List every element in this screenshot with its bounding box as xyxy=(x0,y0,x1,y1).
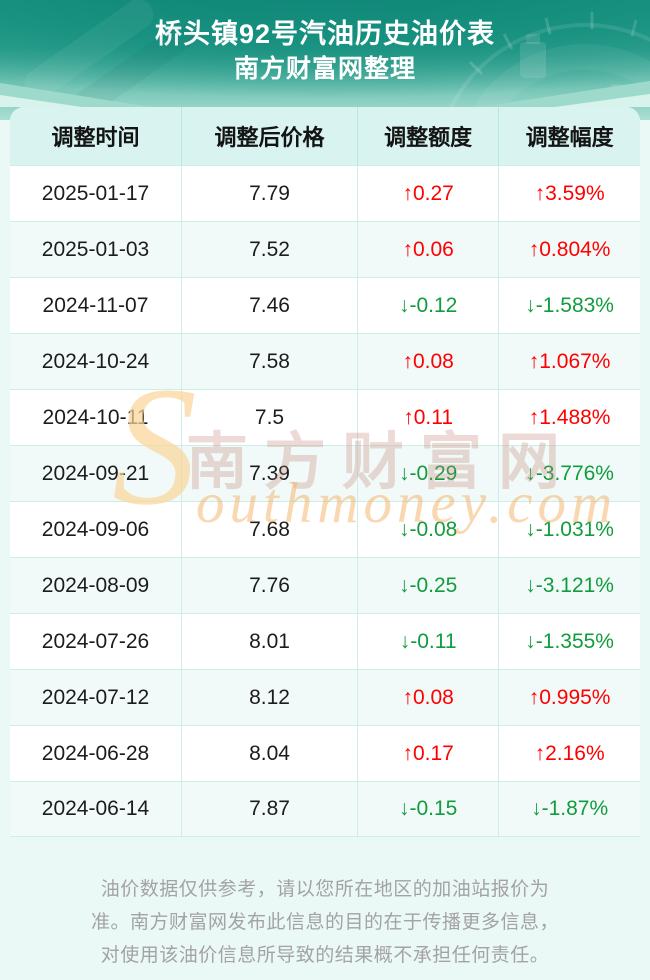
page-subtitle: 南方财富网整理 xyxy=(233,55,416,83)
date-cell: 2024-08-09 xyxy=(10,557,182,613)
date-cell: 2024-09-21 xyxy=(10,445,182,501)
change-cell: ↓-0.11 xyxy=(358,613,500,669)
pct-cell: ↓-1.87% xyxy=(499,781,640,837)
price-cell: 7.52 xyxy=(181,221,359,277)
column-header-adjust-amount: 调整额度 xyxy=(358,107,500,165)
table-row: 2024-07-12 8.12 ↑0.08 ↑0.995% xyxy=(10,669,640,725)
table-row: 2024-10-11 7.5 ↑0.11 ↑1.488% xyxy=(10,389,640,445)
change-cell: ↑0.08 xyxy=(358,333,500,389)
pct-cell: ↑3.59% xyxy=(499,165,640,221)
table-row: 2025-01-03 7.52 ↑0.06 ↑0.804% xyxy=(10,221,640,277)
change-cell: ↑0.06 xyxy=(358,221,500,277)
table-row: 2025-01-17 7.79 ↑0.27 ↑3.59% xyxy=(10,165,640,221)
date-cell: 2024-06-28 xyxy=(10,725,182,781)
table-row: 2024-09-06 7.68 ↓-0.08 ↓-1.031% xyxy=(10,501,640,557)
change-cell: ↓-0.29 xyxy=(358,445,500,501)
table-header-row: 调整时间 调整后价格 调整额度 调整幅度 xyxy=(10,107,640,165)
footer-disclaimer: 油价数据仅供参考，请以您所在地区的加油站报价为 准。南方财富网发布此信息的目的在… xyxy=(0,873,650,972)
price-cell: 8.01 xyxy=(181,613,359,669)
date-cell: 2024-10-24 xyxy=(10,333,182,389)
table-body: 2025-01-17 7.79 ↑0.27 ↑3.59% 2025-01-03 7.52 ↑… xyxy=(10,165,640,837)
change-cell: ↓-0.15 xyxy=(358,781,500,837)
disclaimer-line-3: 对使用该油价信息所导致的结果概不承担任何责任。 xyxy=(100,945,550,966)
date-cell: 2024-07-12 xyxy=(10,669,182,725)
price-table: 调整时间 调整后价格 调整额度 调整幅度 2025-01-17 7.79 ↑0.27… xyxy=(10,107,640,837)
pct-cell: ↑0.804% xyxy=(499,221,640,277)
disclaimer-line-2: 准。南方财富网发布此信息的目的在于传播更多信息， xyxy=(90,912,559,933)
price-cell: 7.5 xyxy=(181,389,359,445)
table-section: 调整时间 调整后价格 调整额度 调整幅度 2025-01-17 7.79 ↑0.27… xyxy=(0,107,650,837)
change-cell: ↑0.27 xyxy=(358,165,500,221)
pct-cell: ↑1.488% xyxy=(499,389,640,445)
change-cell: ↓-0.25 xyxy=(358,557,500,613)
date-cell: 2024-07-26 xyxy=(10,613,182,669)
table-row: 2024-11-07 7.46 ↓-0.12 ↓-1.583% xyxy=(10,277,640,333)
table-row: 2024-06-14 7.87 ↓-0.15 ↓-1.87% xyxy=(10,781,640,837)
price-cell: 7.46 xyxy=(181,277,359,333)
date-cell: 2024-06-14 xyxy=(10,781,182,837)
column-header-adjust-pct: 调整幅度 xyxy=(499,107,640,165)
disclaimer-line-1: 油价数据仅供参考，请以您所在地区的加油站报价为 xyxy=(100,879,550,900)
pct-cell: ↓-3.776% xyxy=(499,445,640,501)
price-cell: 8.12 xyxy=(181,669,359,725)
date-cell: 2024-10-11 xyxy=(10,389,182,445)
fuel-nozzle-icon xyxy=(18,0,160,105)
page-header: F 桥头镇92号汽油历史油价表 南方财富网整理 xyxy=(0,0,650,120)
pct-cell: ↓-3.121% xyxy=(499,557,640,613)
price-cell: 7.68 xyxy=(181,501,359,557)
price-cell: 7.58 xyxy=(181,333,359,389)
price-cell: 7.76 xyxy=(181,557,359,613)
date-cell: 2025-01-03 xyxy=(10,221,182,277)
price-cell: 7.79 xyxy=(181,165,359,221)
date-cell: 2024-11-07 xyxy=(10,277,182,333)
change-cell: ↓-0.12 xyxy=(358,277,500,333)
column-header-adjust-time: 调整时间 xyxy=(10,107,182,165)
price-cell: 7.87 xyxy=(181,781,359,837)
wave-decoration-left-inner xyxy=(0,95,82,107)
pct-cell: ↓-1.583% xyxy=(499,277,640,333)
table-row: 2024-06-28 8.04 ↑0.17 ↑2.16% xyxy=(10,725,640,781)
wave-decoration-left xyxy=(0,83,150,107)
change-cell: ↑0.17 xyxy=(358,725,500,781)
page-title: 桥头镇92号汽油历史油价表 xyxy=(154,19,496,49)
date-cell: 2025-01-17 xyxy=(10,165,182,221)
table-row: 2024-10-24 7.58 ↑0.08 ↑1.067% xyxy=(10,333,640,389)
change-cell: ↑0.11 xyxy=(358,389,500,445)
change-cell: ↓-0.08 xyxy=(358,501,500,557)
pct-cell: ↓-1.355% xyxy=(499,613,640,669)
change-cell: ↑0.08 xyxy=(358,669,500,725)
pct-cell: ↑0.995% xyxy=(499,669,640,725)
pct-cell: ↑1.067% xyxy=(499,333,640,389)
pct-cell: ↑2.16% xyxy=(499,725,640,781)
table-row: 2024-09-21 7.39 ↓-0.29 ↓-3.776% xyxy=(10,445,640,501)
pct-cell: ↓-1.031% xyxy=(499,501,640,557)
table-row: 2024-08-09 7.76 ↓-0.25 ↓-3.121% xyxy=(10,557,640,613)
wave-decoration-right-inner xyxy=(555,94,650,107)
price-cell: 8.04 xyxy=(181,725,359,781)
column-header-price-after: 调整后价格 xyxy=(181,107,359,165)
date-cell: 2024-09-06 xyxy=(10,501,182,557)
table-row: 2024-07-26 8.01 ↓-0.11 ↓-1.355% xyxy=(10,613,640,669)
price-cell: 7.39 xyxy=(181,445,359,501)
